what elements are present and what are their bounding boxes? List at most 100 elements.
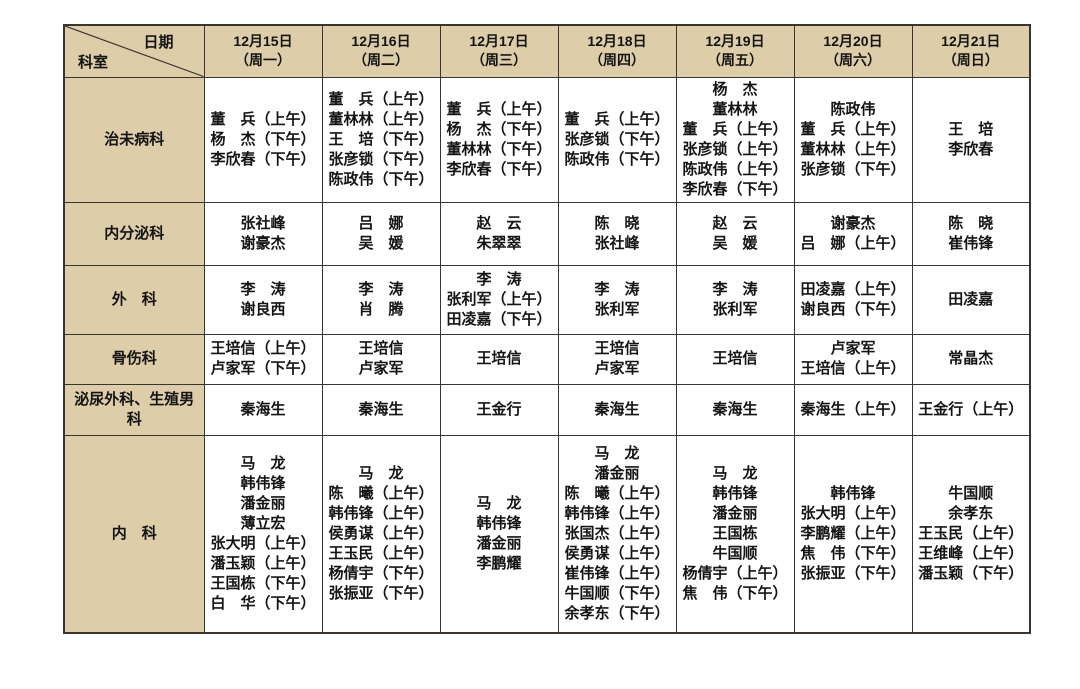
schedule-line: 余孝东 [948,504,994,522]
schedule-line: 王培信（上午） [210,340,316,357]
schedule-line: 吕 娜 [358,214,404,232]
schedule-line: 李 涛 [712,280,758,298]
schedule-cell: 吕 娜吴 媛 [321,201,441,266]
schedule-cell: 赵 云朱翠翠 [439,201,559,266]
schedule-line: 董 兵（上午） [446,100,552,118]
schedule-line: 吕 娜（上午） [800,234,906,252]
department-cell: 治未病科 [63,76,205,203]
schedule-line: 秦海生 [594,400,640,418]
schedule-line: 牛国顺 [712,544,758,562]
table-row: 泌尿外科、生殖男科 秦海生 秦海生 王金行 秦海生 秦海生 秦海生（上午） 王金行（上午） [63,383,1031,436]
schedule-line: 董林林（上午） [800,140,906,158]
schedule-line: 韩伟锋 [476,514,522,532]
schedule-line: 董林林 [712,100,758,118]
corner-date-label: 日期 [143,34,174,51]
date-header-cell: 12月21日 （周日） [911,24,1031,78]
schedule-line: 张彦锁（下午） [800,160,906,178]
table-row: 内分泌科 张社峰 谢豪杰吕 娜吴 媛赵 云朱翠翠陈 晓张社峰赵 云吴 媛谢豪杰吕 娜… [63,201,1031,266]
date-header-cell: 12月20日 （周六） [793,24,913,78]
schedule-line: 王维峰（上午） [918,544,1024,562]
schedule-cell: 杨 杰董林林董 兵（上午） 张彦锁（上午） 陈政伟（上午） 李欣春（下午） [675,76,795,203]
schedule-line: 李欣春（下午） [210,150,316,168]
schedule-cell: 马 龙陈 曦（上午） 韩伟锋（上午） 侯勇谋（上午） 王玉民（上午） 杨倩宇（下午） 张振… [321,434,441,634]
schedule-line: 张社峰 [240,214,286,232]
date-text: 12月17日 [469,33,529,50]
date-text: 12月16日 [351,33,411,50]
schedule-line: 王玉民（上午） [328,544,434,562]
schedule-line: 韩伟锋 [712,484,758,502]
date-text: 12月20日 [823,33,883,50]
schedule-line: 张振亚（下午） [328,584,434,602]
schedule-line: 王培信 [476,350,522,367]
schedule-table: 日期 科室 12月15日 （周一） 12月16日 （周二） 12月17日 （周三） 12月18日… [63,24,1031,634]
schedule-cell: 王培信（上午） 卢家军（下午） [203,333,323,385]
schedule-line: 韩伟锋 [830,484,876,502]
schedule-line: 潘玉颖（下午） [918,564,1024,582]
schedule-cell: 王培信 [675,333,795,385]
schedule-cell: 卢家军 王培信（上午） [793,333,913,385]
schedule-line: 李 涛 [594,280,640,298]
schedule-cell: 谢豪杰吕 娜（上午） [793,201,913,266]
schedule-line: 谢良西 [240,300,286,318]
schedule-line: 谢豪杰 [240,234,286,252]
schedule-line: 王培信（上午） [800,360,906,377]
schedule-line: 杨 杰 [712,80,758,98]
schedule-cell: 李 涛谢良西 [203,264,323,335]
date-header-cell: 12月15日 （周一） [203,24,323,78]
schedule-line: 王国栋（下午） [210,574,316,592]
schedule-line: 吴 媛 [712,234,758,252]
schedule-line: 董 兵（上午） [328,90,434,108]
schedule-line: 陈 曦（上午） [564,484,670,502]
schedule-cell: 马 龙韩伟锋 潘金丽 王国栋 牛国顺 杨倩宇（上午） 焦 伟（下午） [675,434,795,634]
schedule-line: 张社峰 [594,234,640,252]
schedule-cell: 秦海生 [203,383,323,436]
schedule-line: 张大明（上午） [210,534,316,552]
schedule-line: 李欣春（下午） [682,180,788,198]
schedule-line: 张振亚（下午） [800,564,906,582]
schedule-line: 潘金丽 [712,504,758,522]
schedule-line: 侯勇谋（上午） [328,524,434,542]
schedule-cell: 秦海生 [557,383,677,436]
schedule-cell: 董 兵（上午） 张彦锁（下午） 陈政伟（下午） [557,76,677,203]
schedule-cell: 马 龙韩伟锋 潘金丽 薄立宏 张大明（上午） 潘玉颖（上午） 王国栋（下午） 白 华（下午） [203,434,323,634]
department-cell: 内分泌科 [63,201,205,266]
schedule-line: 李 涛 [240,280,286,298]
schedule-cell: 董 兵（上午） 杨 杰（下午） 董林林（下午） 李欣春（下午） [439,76,559,203]
schedule-line: 赵 云 [712,214,758,232]
schedule-cell: 王培信 卢家军 [321,333,441,385]
schedule-line: 张利军（上午） [446,290,552,308]
schedule-line: 李鹏耀 [476,554,522,572]
schedule-cell: 陈 晓张社峰 [557,201,677,266]
schedule-cell: 王培信 卢家军 [557,333,677,385]
schedule-line: 王 培（下午） [328,130,434,148]
weekday-text: （周二） [353,52,409,69]
schedule-cell: 董 兵（上午） 董林林（上午） 王 培（下午） 张彦锁（下午） 陈政伟（下午） [321,76,441,203]
header-row: 日期 科室 12月15日 （周一） 12月16日 （周二） 12月17日 （周三） 12月18日… [63,24,1031,78]
schedule-line: 马 龙 [712,464,758,482]
department-cell: 外 科 [63,264,205,335]
schedule-line: 李欣春（下午） [446,160,552,178]
schedule-line: 田凌嘉 [948,290,994,308]
corner-cell: 日期科室 [63,24,205,78]
schedule-line: 王培信 [358,340,404,357]
schedule-line: 焦 伟（下午） [682,584,788,602]
date-text: 12月19日 [705,33,765,50]
corner-dept-label: 科室 [78,53,109,71]
schedule-line: 陈政伟 [830,100,876,118]
table-row: 内 科马 龙韩伟锋 潘金丽 薄立宏 张大明（上午） 潘玉颖（上午） 王国栋（下午）白 华（… [63,434,1031,634]
schedule-cell: 陈 晓崔伟锋 [911,201,1031,266]
schedule-line: 董 兵（上午） [210,110,316,128]
schedule-line: 余孝东（下午） [564,604,670,622]
schedule-cell: 田凌嘉 [911,264,1031,335]
schedule-line: 张彦锁（上午） [682,140,788,158]
schedule-cell: 张社峰 谢豪杰 [203,201,323,266]
schedule-line: 秦海生 [712,400,758,418]
date-text: 12月15日 [233,33,293,50]
schedule-line: 吴 媛 [358,234,404,252]
schedule-line: 焦 伟（下午） [800,544,906,562]
schedule-cell: 李 涛张利军 [675,264,795,335]
schedule-line: 赵 云 [476,214,522,232]
schedule-line: 董林林（下午） [446,140,552,158]
department-cell: 骨伤科 [63,333,205,385]
schedule-line: 秦海生 [358,400,404,418]
